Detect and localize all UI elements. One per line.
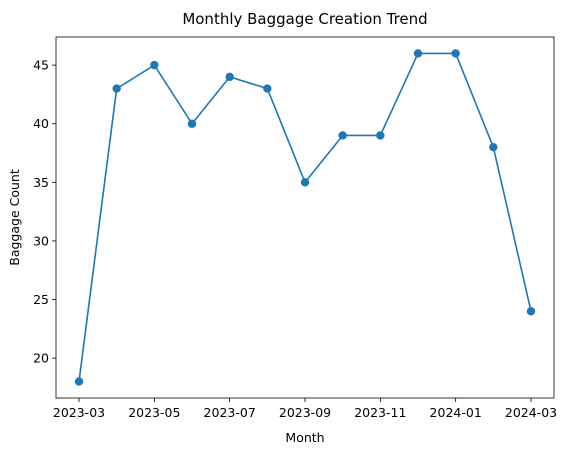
- x-tick-label: 2023-11: [354, 405, 406, 420]
- y-tick-label: 35: [33, 175, 49, 190]
- data-point: [112, 84, 121, 93]
- chart-title: Monthly Baggage Creation Trend: [182, 10, 427, 28]
- y-tick-label: 40: [33, 116, 49, 131]
- x-axis-ticks: 2023-03 2023-05 2023-07 2023-09 2023-11 2024-…: [53, 398, 557, 420]
- series-line: [78, 52, 532, 382]
- y-axis-ticks: 20 25 30 35 40 45: [33, 58, 56, 366]
- data-point: [526, 307, 536, 316]
- y-tick-label: 30: [33, 233, 49, 248]
- data-point: [300, 178, 310, 187]
- data-point: [74, 377, 84, 386]
- x-tick-label: 2024-01: [430, 405, 482, 420]
- x-tick-label: 2023-07: [204, 405, 256, 420]
- data-point: [187, 119, 197, 128]
- data-point: [413, 49, 423, 58]
- data-point: [376, 131, 385, 140]
- x-tick-label: 2024-03: [505, 405, 557, 420]
- y-tick-label: 45: [33, 58, 49, 73]
- data-point: [263, 84, 272, 93]
- data-point: [489, 142, 498, 152]
- y-axis-label: Baggage Count: [7, 169, 22, 266]
- x-axis-label: Month: [285, 430, 324, 445]
- x-tick-label: 2023-05: [128, 405, 180, 420]
- data-point: [150, 60, 159, 70]
- data-point: [451, 49, 460, 58]
- x-tick-label: 2023-09: [279, 405, 331, 420]
- data-point: [225, 72, 234, 82]
- data-point: [338, 131, 347, 140]
- series-layer: [74, 49, 536, 386]
- plot-frame: [55, 36, 555, 399]
- x-tick-label: 2023-03: [53, 405, 105, 420]
- y-tick-label: 20: [33, 351, 49, 366]
- y-tick-label: 25: [33, 292, 49, 307]
